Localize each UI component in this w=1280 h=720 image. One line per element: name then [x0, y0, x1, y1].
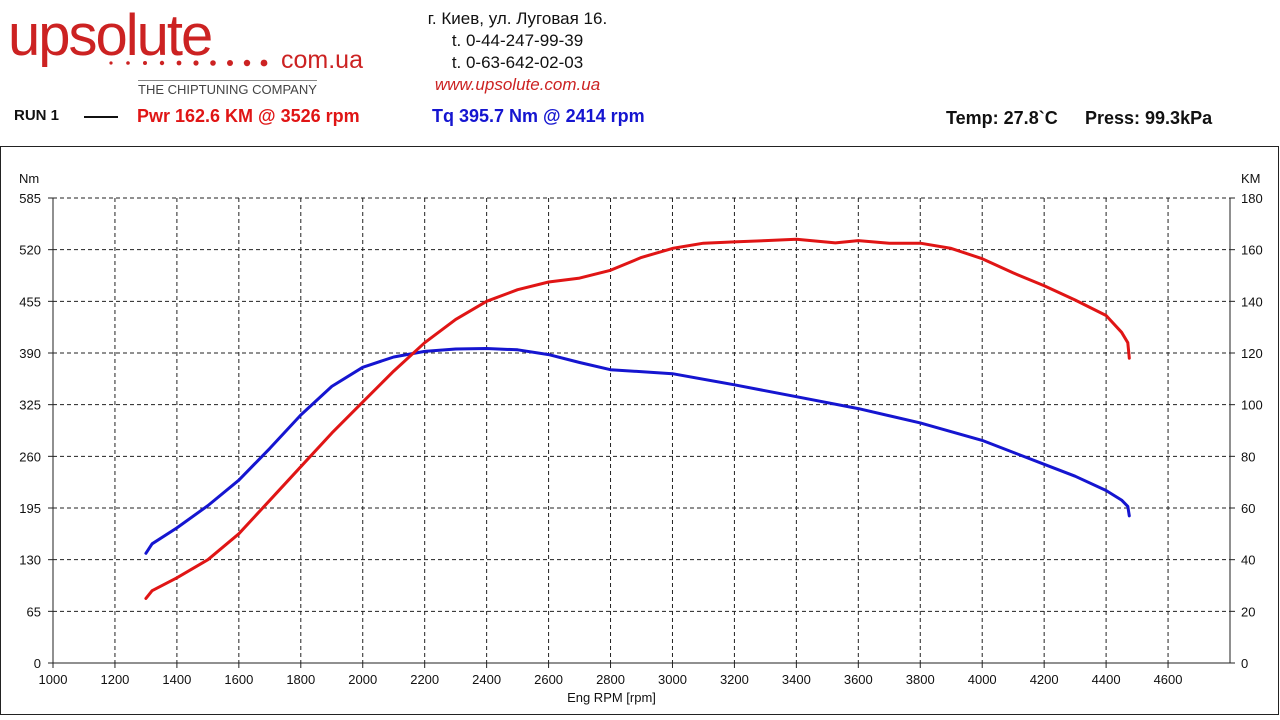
y-right-tick-label: 100 [1241, 398, 1263, 413]
series-line-tq [144, 347, 1131, 555]
y-right-tick-label: 140 [1241, 294, 1263, 309]
dyno-chart: 1000 1200 1400 1600 1800 2000 2200 2400 2600 2800… [19, 171, 1263, 705]
y-left-tick-label: 0 [34, 656, 41, 671]
x-tick-label: 1600 [224, 672, 253, 687]
x-tick-label: 2400 [472, 672, 501, 687]
x-tick-label: 2200 [410, 672, 439, 687]
y-right-axis-label: KM [1241, 171, 1261, 186]
x-tick-label: 3200 [720, 672, 749, 687]
run-label: RUN 1 [14, 107, 60, 124]
logo-domain-text: com.ua [281, 46, 363, 74]
address-text: г. Киев, ул. Луговая 16. [427, 9, 608, 28]
y-left-tick-label: 325 [19, 398, 41, 413]
torque-summary: Tq 395.7 Nm @ 2414 rpm [432, 106, 645, 126]
x-tick-label: 3400 [782, 672, 811, 687]
x-tick-label: 4600 [1154, 672, 1183, 687]
x-tick-label: 3800 [906, 672, 935, 687]
x-axis-label: Eng RPM [rpm] [567, 690, 656, 705]
x-tick-label: 2000 [348, 672, 377, 687]
y-right-tick-label: 20 [1241, 604, 1255, 619]
run-summary-row: RUN 1 Pwr 162.6 KM @ 3526 rpm Tq 395.7 N… [0, 104, 1280, 130]
run-legend-line [84, 116, 118, 118]
y-right-tick-label: 80 [1241, 449, 1255, 464]
x-tick-label: 2600 [534, 672, 563, 687]
temperature-readout: Temp: 27.8`C [946, 108, 1058, 128]
logo-main-text: upsolute [8, 3, 213, 68]
x-tick-label: 3000 [658, 672, 687, 687]
pressure-readout: Press: 99.3kPa [1085, 108, 1213, 128]
y-left-tick-label: 260 [19, 449, 41, 464]
dyno-chart-frame: 1000 1200 1400 1600 1800 2000 2200 2400 2600 2800… [0, 146, 1279, 715]
y-left-tick-label: 130 [19, 553, 41, 568]
x-tick-label: 1200 [100, 672, 129, 687]
y-left-tick-label: 390 [19, 346, 41, 361]
website-link[interactable]: www.upsolute.com.ua [434, 75, 601, 94]
x-tick-label: 4400 [1092, 672, 1121, 687]
x-tick-label: 1400 [162, 672, 191, 687]
x-tick-label: 1800 [286, 672, 315, 687]
y-right-tick-label: 40 [1241, 553, 1255, 568]
y-left-tick-label: 65 [27, 604, 41, 619]
series-line-pwr [144, 237, 1131, 600]
y-right-tick-label: 160 [1241, 243, 1263, 258]
y-right-tick-label: 120 [1241, 346, 1263, 361]
x-tick-label: 4000 [968, 672, 997, 687]
x-tick-label: 4200 [1030, 672, 1059, 687]
y-right-tick-label: 0 [1241, 656, 1248, 671]
x-tick-label: 3600 [844, 672, 873, 687]
contact-block: г. Киев, ул. Луговая 16. t. 0-44-247-99-… [410, 8, 625, 96]
logo: upsolute com.ua THE CHIPTUNING COMPANY [8, 6, 388, 98]
y-right-tick-label: 60 [1241, 501, 1255, 516]
x-tick-label: 1000 [39, 672, 68, 687]
x-tick-label: 2800 [596, 672, 625, 687]
logo-tagline: THE CHIPTUNING COMPANY [138, 80, 317, 97]
y-left-axis-label: Nm [19, 171, 39, 186]
logo-dots [109, 59, 268, 67]
phone-1-text: t. 0-44-247-99-39 [451, 31, 584, 50]
y-left-tick-label: 455 [19, 294, 41, 309]
power-summary: Pwr 162.6 KM @ 3526 rpm [137, 106, 360, 126]
y-left-tick-label: 585 [19, 191, 41, 206]
y-left-tick-label: 195 [19, 501, 41, 516]
phone-2-text: t. 0-63-642-02-03 [451, 53, 584, 72]
y-left-tick-label: 520 [19, 243, 41, 258]
y-right-tick-label: 180 [1241, 191, 1263, 206]
